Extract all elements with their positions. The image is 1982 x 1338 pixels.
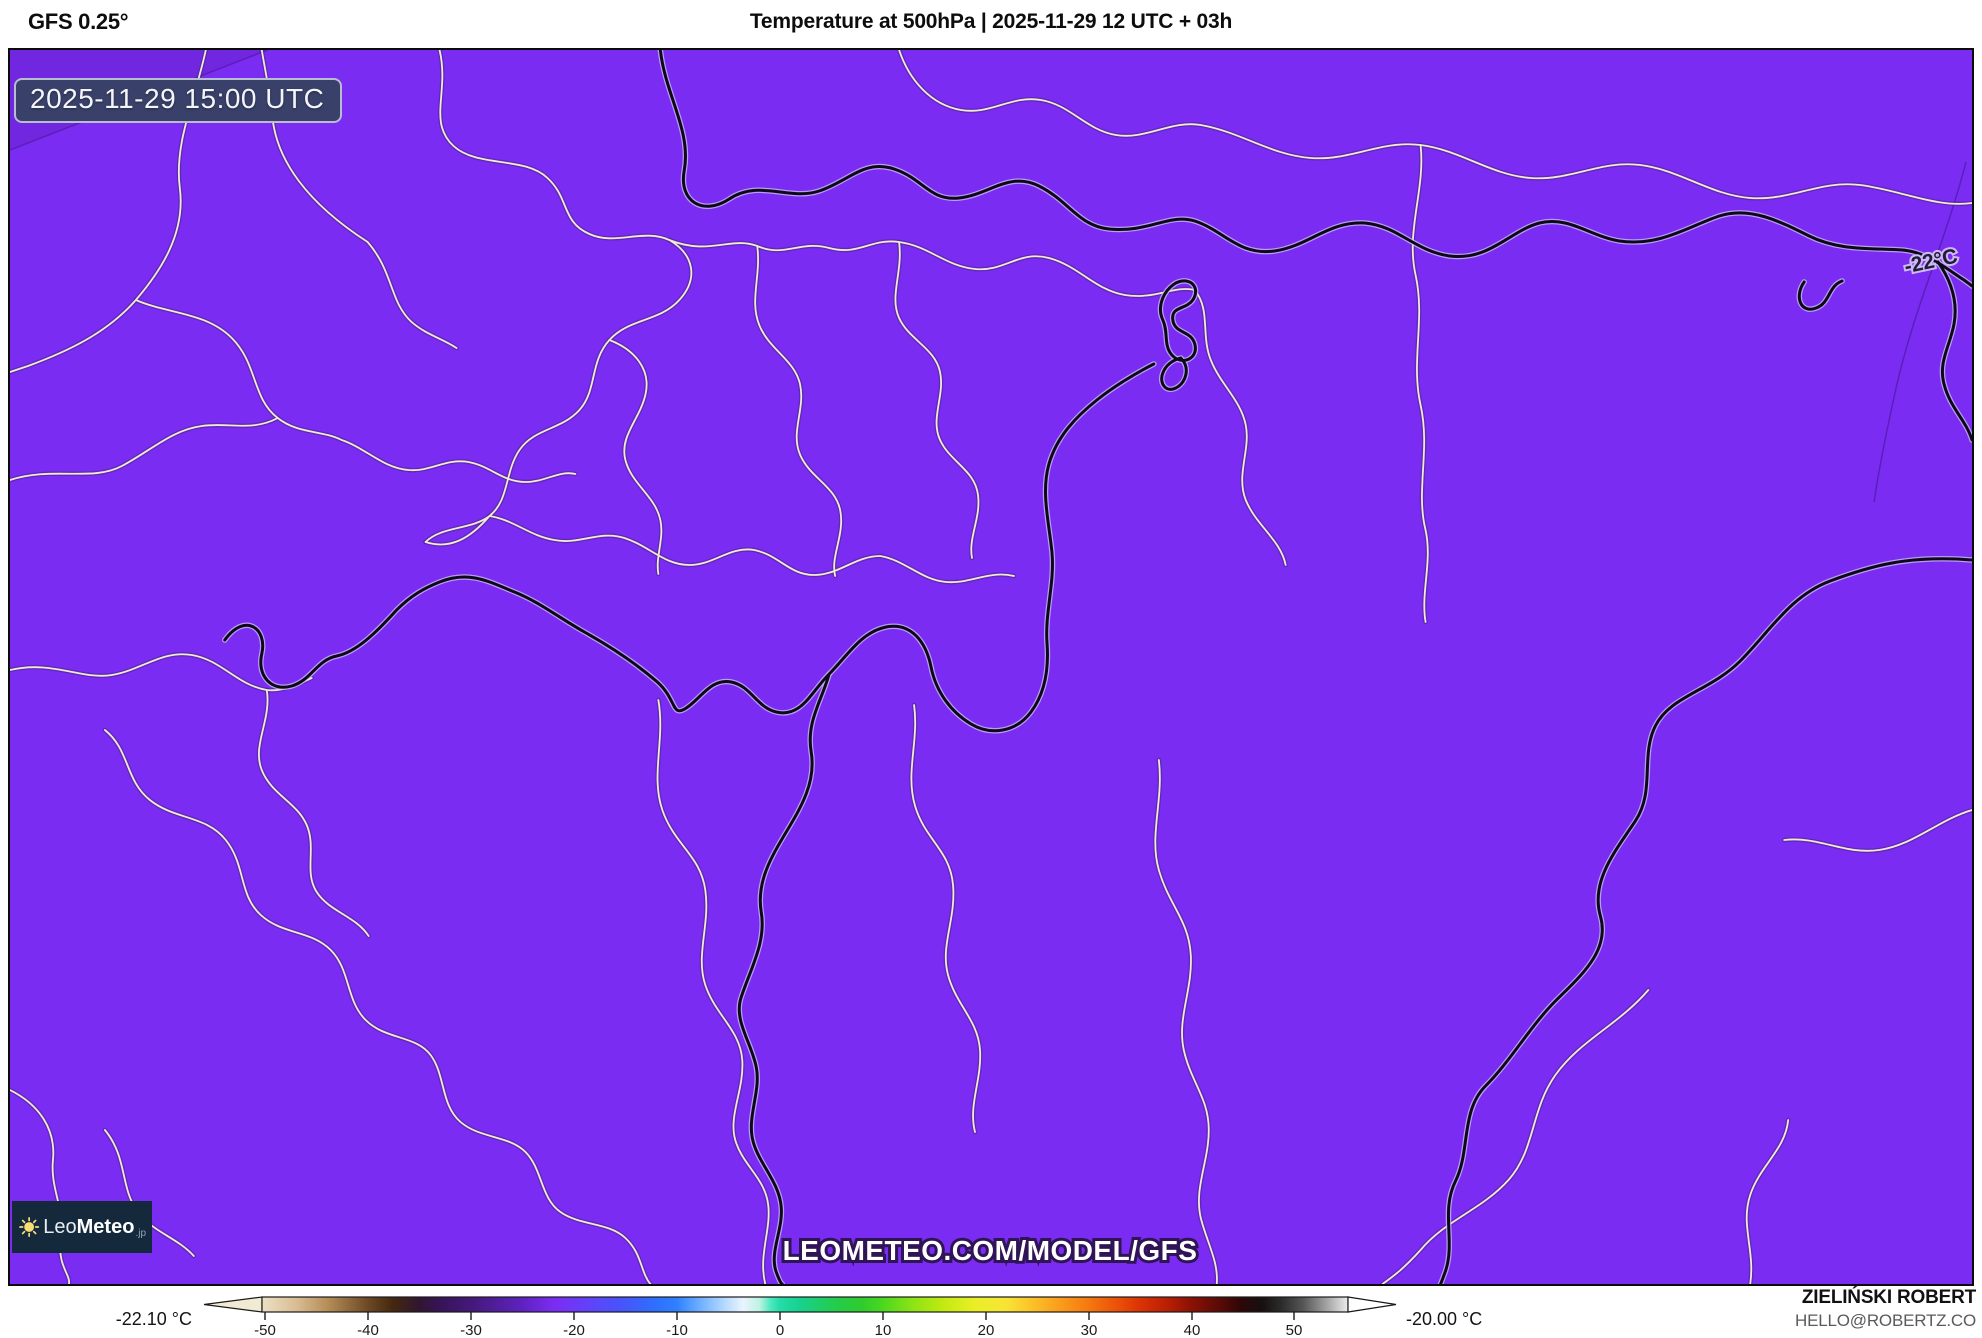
colorbar-right-arrow (1347, 1296, 1397, 1313)
svg-text:10: 10 (875, 1322, 892, 1338)
author-name: ZIELIŃSKI ROBERT (1801, 1287, 1976, 1308)
colorbar-min-value: -22.10 °C (115, 1309, 192, 1329)
logo-text: Leo Meteo .jp (43, 1216, 146, 1239)
svg-text:-10: -10 (666, 1322, 688, 1338)
svg-text:20: 20 (978, 1322, 995, 1338)
colorbar-gradient-bar (261, 1296, 1349, 1313)
svg-text:30: 30 (1081, 1322, 1098, 1338)
colorbar-left-arrow (203, 1296, 263, 1313)
svg-text:0: 0 (776, 1322, 784, 1338)
svg-text:-50: -50 (254, 1322, 276, 1338)
svg-text:-40: -40 (357, 1322, 379, 1338)
colorbar-ticks (264, 1312, 1295, 1320)
svg-text:-30: -30 (460, 1322, 482, 1338)
logo-name-bold: Meteo (76, 1215, 135, 1238)
temperature-contours-halo (222, 50, 1972, 1284)
logo-tld: .jp (135, 1227, 146, 1239)
svg-text:50: 50 (1286, 1322, 1303, 1338)
temperature-contours (223, 50, 1972, 1284)
author-email: HELLO@ROBERTZ.CO (1795, 1311, 1976, 1330)
temperature-colorbar: -50 -40 -30 -20 -10 0 10 20 30 40 50 (203, 1296, 1397, 1338)
leometeo-logo: Leo Meteo .jp (12, 1201, 152, 1253)
weather-map: -22°C LEOMETEO.COM/MODEL/GFS 2025-11-29 … (8, 48, 1974, 1286)
sun-icon (19, 1216, 40, 1238)
colorbar-tick-labels: -50 -40 -30 -20 -10 0 10 20 30 40 50 (254, 1322, 1302, 1338)
logo-name-light: Leo (43, 1215, 77, 1238)
watermark: LEOMETEO.COM/MODEL/GFS (783, 1235, 1198, 1266)
page-title: Temperature at 500hPa | 2025-11-29 12 UT… (749, 10, 1233, 33)
svg-text:40: 40 (1184, 1322, 1201, 1338)
model-label: GFS 0.25° (28, 9, 129, 34)
colorbar-max-value: -20.00 °C (1406, 1309, 1483, 1329)
region-borders (10, 50, 1972, 1284)
svg-text:-20: -20 (563, 1322, 585, 1338)
map-canvas: -22°C LEOMETEO.COM/MODEL/GFS (10, 50, 1972, 1284)
timestamp-badge: 2025-11-29 15:00 UTC (14, 78, 343, 123)
